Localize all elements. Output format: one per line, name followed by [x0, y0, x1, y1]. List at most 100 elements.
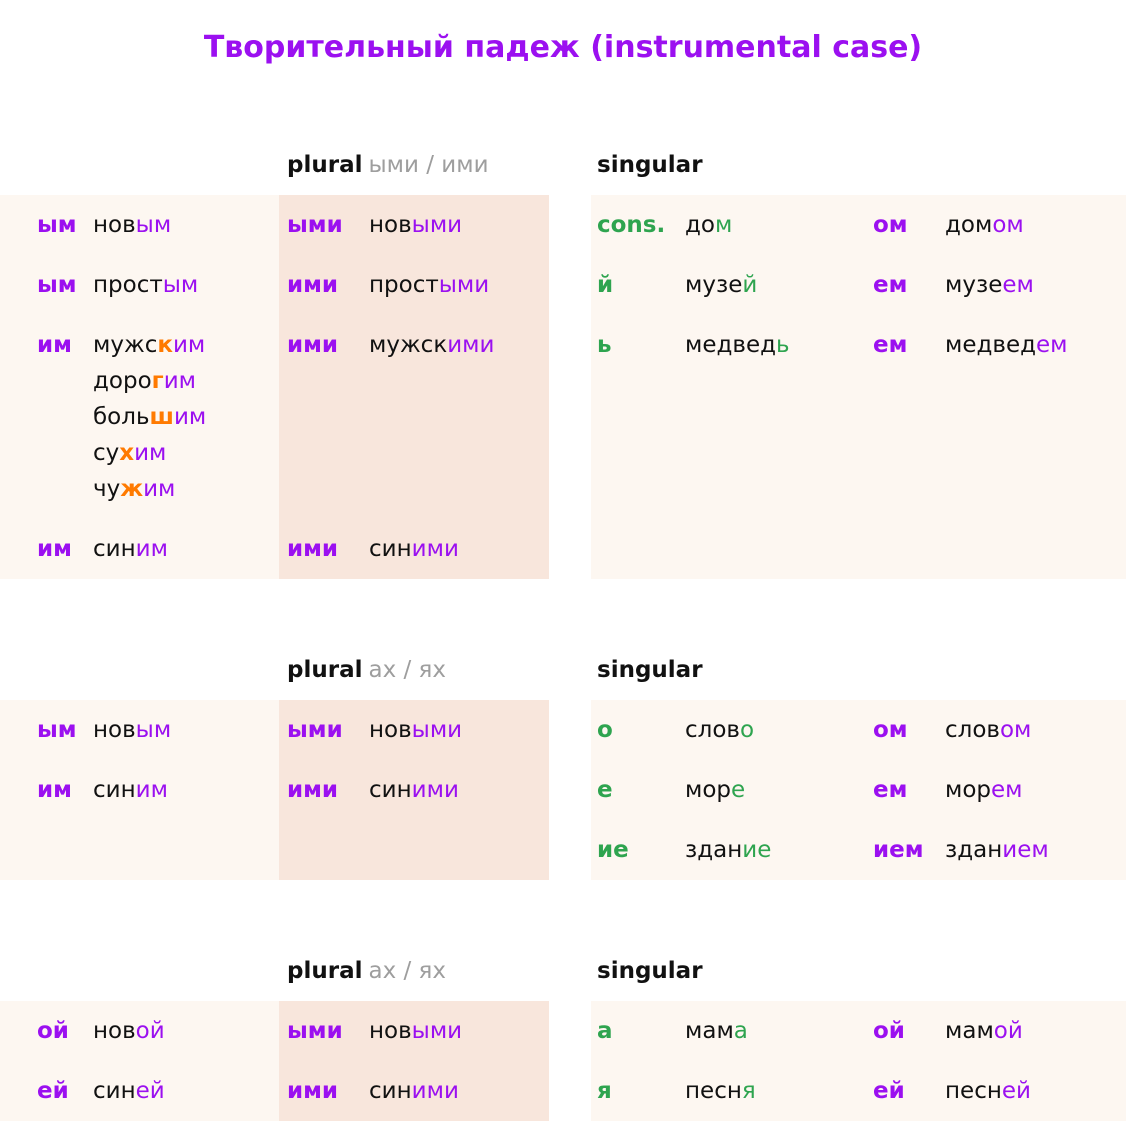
adjective-row: ым простым ими простыми: [0, 255, 549, 315]
adjective-row: ым новым ыми новыми: [0, 195, 549, 255]
word-part: нов: [369, 212, 412, 238]
word-part: прост: [369, 272, 439, 298]
word-part: ой: [993, 1018, 1023, 1044]
nominative-ending: е: [597, 777, 613, 803]
word-part: ими: [411, 536, 459, 562]
instrumental-ending: ой: [873, 1018, 905, 1044]
word-part: син: [369, 536, 412, 562]
words: новой: [93, 1013, 279, 1049]
ending: ым: [37, 212, 77, 238]
word-part: ыми: [411, 212, 463, 238]
nominative-ending: о: [597, 717, 613, 743]
singular-table: о слово ом словом е море ем морем ие здание ием зда…: [591, 700, 1126, 880]
word-part: ом: [999, 717, 1032, 743]
plural-words: синими: [369, 772, 549, 808]
word-part: нов: [93, 1018, 136, 1044]
plural-hint: ах / ях: [368, 657, 446, 683]
word-part: х: [119, 440, 135, 466]
nominative-word: дом: [685, 207, 873, 243]
word-part: ими: [447, 332, 495, 358]
section-header: plural ыми / ими singular: [0, 135, 1126, 195]
word: новым: [93, 207, 279, 243]
word-part: им: [163, 368, 196, 394]
plural-words: синими: [369, 531, 549, 567]
nominative-ending: ь: [597, 332, 612, 358]
plural-ending: ими: [287, 1078, 339, 1104]
adjective-table: ой новой ыми новыми ей синей ими синими: [0, 1001, 549, 1121]
section: plural ах / ях singular ым новым ыми новыми им с…: [0, 640, 1126, 880]
word: сухим: [93, 435, 279, 471]
word-part: я: [741, 1078, 756, 1104]
word: медведь: [685, 327, 873, 363]
word-part: им: [134, 440, 167, 466]
word: музей: [685, 267, 873, 303]
nominative-word: море: [685, 772, 873, 808]
plural-header: plural ах / ях: [287, 640, 446, 700]
word: мужским: [93, 327, 279, 363]
section-header: plural ах / ях singular: [0, 640, 1126, 700]
word-part: доро: [93, 368, 152, 394]
word: синей: [93, 1073, 279, 1109]
adjective-row: им мужским дорогим большим сухим чужим ими мужс…: [0, 315, 549, 519]
word-part: слов: [685, 717, 740, 743]
word-part: слов: [945, 717, 1000, 743]
instrumental-word: словом: [945, 712, 1126, 748]
word: мама: [685, 1013, 873, 1049]
word-part: мор: [945, 777, 992, 803]
section: plural ах / ях singular ой новой ыми новыми ей с…: [0, 941, 1126, 1121]
word-part: песн: [685, 1078, 742, 1104]
word-part: нов: [93, 717, 136, 743]
word: дорогим: [93, 363, 279, 399]
title: Творительный падеж (instrumental case): [203, 30, 923, 65]
word: море: [685, 772, 873, 808]
instrumental-ending: ом: [873, 717, 908, 743]
word-part: медвед: [945, 332, 1037, 358]
plural-words: синими: [369, 1073, 549, 1109]
words: мужским дорогим большим сухим чужим: [93, 327, 279, 507]
word-part: о: [739, 717, 755, 743]
plural-words: новыми: [369, 712, 549, 748]
word-part: ыми: [411, 717, 463, 743]
word: большим: [93, 399, 279, 435]
word-part: здан: [685, 837, 743, 863]
plural-label: plural: [287, 657, 363, 683]
word: медведем: [945, 327, 1126, 363]
word: новой: [93, 1013, 279, 1049]
word: здание: [685, 832, 873, 868]
singular-row: е море ем морем: [591, 760, 1126, 820]
plural-words: простыми: [369, 267, 549, 303]
nominative-ending: а: [597, 1018, 613, 1044]
word: простым: [93, 267, 279, 303]
instrumental-ending: ем: [873, 777, 908, 803]
instrumental-word: музеем: [945, 267, 1126, 303]
word: синим: [93, 772, 279, 808]
word-part: ом: [992, 212, 1024, 238]
word-part: нов: [93, 212, 136, 238]
word-part: син: [93, 1078, 136, 1104]
singular-table: cons. дом ом домом й музей ем музеем ь медведь ем м…: [591, 195, 1126, 579]
ending: им: [37, 332, 72, 358]
nominative-ending: я: [597, 1078, 612, 1104]
word-part: чу: [93, 476, 121, 502]
word: мужскими: [369, 327, 549, 363]
words: синей: [93, 1073, 279, 1109]
word: новыми: [369, 1013, 549, 1049]
plural-words: новыми: [369, 1013, 549, 1049]
word-part: до: [685, 212, 715, 238]
word-part: им: [173, 404, 207, 430]
word-part: прост: [93, 272, 163, 298]
singular-label: singular: [597, 958, 703, 984]
word: новыми: [369, 207, 549, 243]
plural-ending: ыми: [287, 212, 343, 238]
word-part: к: [157, 332, 173, 358]
nominative-word: музей: [685, 267, 873, 303]
word: простыми: [369, 267, 549, 303]
instrumental-word: песней: [945, 1073, 1126, 1109]
instrumental-word: медведем: [945, 327, 1126, 363]
instrumental-word: морем: [945, 772, 1126, 808]
nominative-word: песня: [685, 1073, 873, 1109]
word: синим: [93, 531, 279, 567]
word: зданием: [945, 832, 1126, 868]
word-part: здан: [945, 837, 1003, 863]
word: новыми: [369, 712, 549, 748]
